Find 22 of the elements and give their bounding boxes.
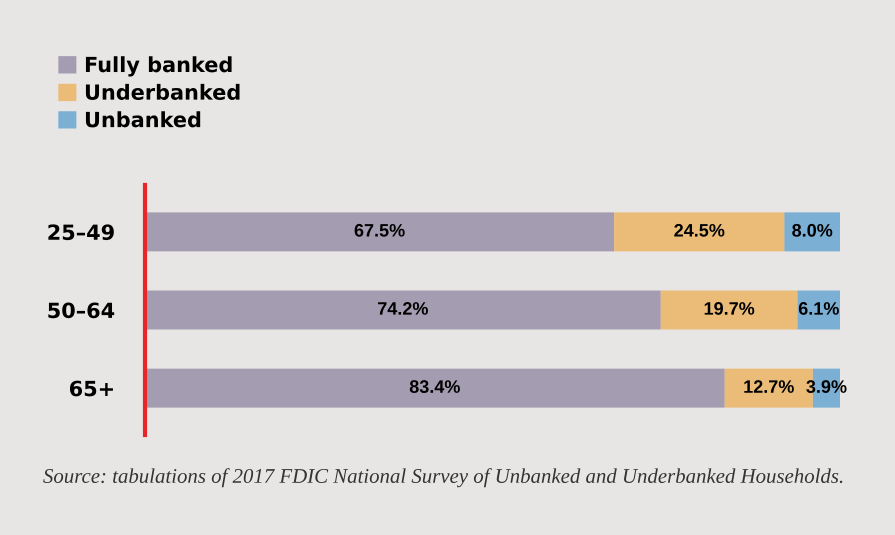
bar bbox=[145, 212, 614, 252]
legend-label: Fully banked bbox=[86, 56, 232, 77]
data-label: 6.1% bbox=[798, 302, 839, 315]
data-label: 83.4% bbox=[410, 380, 460, 393]
data-label: 24.5% bbox=[674, 224, 724, 237]
y-tick-label: 50–64 bbox=[48, 302, 114, 318]
bar bbox=[145, 290, 661, 330]
data-label: 12.7% bbox=[744, 380, 794, 393]
bar bbox=[784, 212, 840, 252]
data-label: 19.7% bbox=[704, 302, 754, 315]
bar bbox=[614, 212, 784, 252]
legend-label: Underbanked bbox=[86, 84, 240, 100]
bar bbox=[660, 290, 798, 330]
legend-label: Unbanked bbox=[86, 111, 200, 128]
y-tick-label: 65+ bbox=[70, 380, 113, 396]
data-label: 74.2% bbox=[378, 302, 428, 315]
data-label: 67.5% bbox=[354, 224, 405, 237]
data-label: 3.9% bbox=[806, 380, 847, 393]
data-label: 8.0% bbox=[792, 224, 832, 237]
y-tick-label: 25–49 bbox=[48, 224, 114, 240]
bar bbox=[145, 368, 725, 408]
source-note: Source: tabulations of 2017 FDIC National Survey of Unbanked and Underbanked Households. bbox=[43, 468, 842, 488]
